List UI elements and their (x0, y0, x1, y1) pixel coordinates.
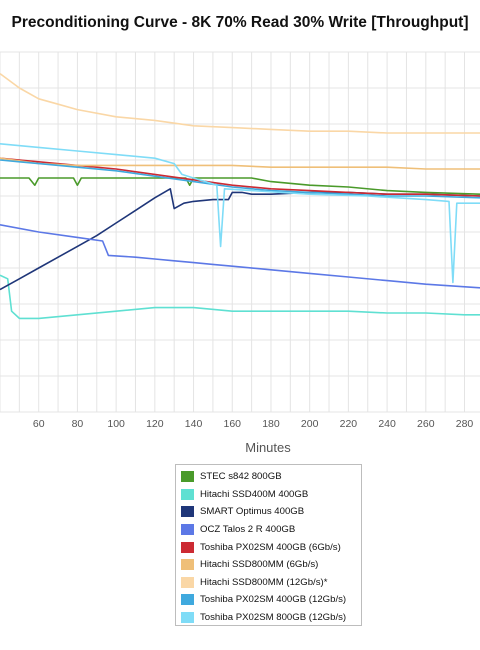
chart-lines (0, 72, 480, 320)
x-tick-label: 120 (146, 418, 164, 430)
legend-swatch (181, 524, 194, 536)
series-line (0, 72, 480, 134)
legend-label: Hitachi SSD400M 400GB (200, 488, 309, 500)
legend-item: SMART Optimus 400GB (181, 503, 361, 521)
legend-swatch (181, 471, 194, 483)
legend-label: STEC s842 800GB (200, 471, 282, 483)
x-tick-label: 60 (33, 418, 45, 430)
legend-swatch (181, 488, 194, 500)
chart-legend: STEC s842 800GB Hitachi SSD400M 400GB SMAR… (175, 464, 362, 626)
legend-swatch (181, 612, 194, 624)
series-line (0, 224, 480, 289)
legend-label: Toshiba PX02SM 400GB (6Gb/s) (200, 541, 341, 553)
legend-swatch (181, 559, 194, 571)
x-tick-label: 220 (340, 418, 358, 430)
legend-label: SMART Optimus 400GB (200, 506, 305, 518)
x-tick-label: 140 (185, 418, 203, 430)
series-line (0, 143, 480, 284)
x-tick-label: 80 (72, 418, 84, 430)
x-tick-labels: 60 80 100 120 140 160 180 200 220 240 260 280 (33, 418, 474, 430)
series-line (0, 188, 480, 291)
legend-item: Toshiba PX02SM 400GB (6Gb/s) (181, 538, 361, 556)
legend-label: Toshiba PX02SM 400GB (12Gb/s) (200, 594, 347, 606)
legend-label: OCZ Talos 2 R 400GB (200, 524, 296, 536)
x-tick-label: 280 (456, 418, 474, 430)
legend-label: Toshiba PX02SM 800GB (12Gb/s) (200, 612, 347, 624)
legend-item: STEC s842 800GB (181, 468, 361, 486)
legend-item: OCZ Talos 2 R 400GB (181, 521, 361, 539)
chart-grid (0, 51, 480, 413)
legend-item: Hitachi SSD400M 400GB (181, 486, 361, 504)
legend-swatch (181, 594, 194, 606)
x-tick-label: 100 (107, 418, 125, 430)
x-tick-label: 180 (262, 418, 280, 430)
legend-item: Toshiba PX02SM 800GB (12Gb/s) (181, 609, 361, 627)
x-axis-label: Minutes (245, 440, 291, 455)
legend-item: Hitachi SSD800MM (6Gb/s) (181, 556, 361, 574)
legend-swatch (181, 576, 194, 588)
legend-swatch (181, 506, 194, 518)
series-line (0, 157, 480, 197)
legend-label: Hitachi SSD800MM (6Gb/s) (200, 559, 319, 571)
legend-item: Hitachi SSD800MM (12Gb/s)* (181, 574, 361, 592)
x-tick-label: 240 (378, 418, 396, 430)
x-tick-label: 160 (223, 418, 241, 430)
series-line (0, 157, 480, 170)
legend-swatch (181, 541, 194, 553)
x-tick-label: 200 (301, 418, 319, 430)
chart-title: Preconditioning Curve - 8K 70% Read 30% … (11, 14, 469, 31)
legend-item: Toshiba PX02SM 400GB (12Gb/s) (181, 591, 361, 609)
legend-label: Hitachi SSD800MM (12Gb/s)* (200, 576, 328, 588)
x-tick-label: 260 (417, 418, 435, 430)
series-line (0, 274, 480, 320)
